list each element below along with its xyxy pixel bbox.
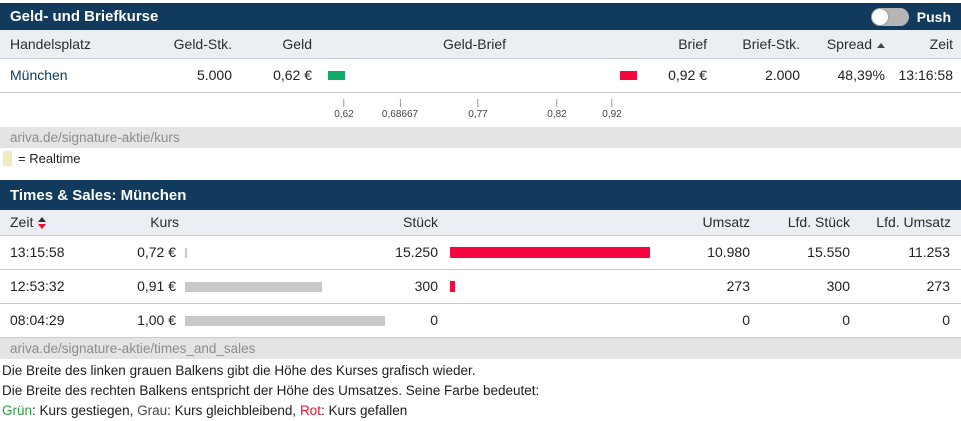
spread-value: 48,39%: [837, 67, 885, 83]
realtime-label: = Realtime: [18, 150, 81, 166]
bid-ask-source-bar: ariva.de/signature-aktie/kurs: [0, 127, 961, 148]
top-margin: [0, 0, 961, 3]
umsatz-bar: [450, 247, 650, 258]
axis-tick: 0,68667: [382, 99, 418, 120]
times-sales-source-bar: ariva.de/signature-aktie/times_and_sales: [0, 338, 961, 359]
ask-price-marker: [620, 71, 637, 80]
push-label: Push: [916, 8, 951, 25]
times-sales-header: Times & Sales: München: [0, 180, 961, 210]
trade-lfd-stueck: 0: [842, 312, 850, 328]
trade-lfd-stueck: 15.550: [807, 244, 850, 260]
trade-kurs: 1,00 €: [137, 312, 176, 328]
sort-desc-icon: [38, 224, 47, 230]
geld-stk-value: 5.000: [196, 67, 232, 83]
kurs-bar: [185, 316, 385, 326]
col-brief[interactable]: Brief: [678, 36, 707, 52]
bid-price-marker: [328, 71, 345, 80]
ts-col-lfd-umsatz[interactable]: Lfd. Umsatz: [876, 214, 951, 230]
axis-tick: 0,77: [468, 99, 488, 120]
sort-asc-icon: [877, 42, 885, 48]
col-geld[interactable]: Geld: [282, 36, 312, 52]
ts-col-zeit-label: Zeit: [10, 214, 34, 230]
axis-tick: 0,62: [334, 99, 354, 120]
trade-kurs: 0,72 €: [137, 244, 176, 260]
trade-stueck: 0: [430, 312, 438, 328]
legend-red-label: Rot: [299, 403, 321, 418]
realtime-swatch-icon: [3, 150, 12, 166]
kurs-bar: [185, 248, 187, 258]
col-zeit[interactable]: Zeit: [929, 36, 953, 52]
legend-red-text: : Kurs gefallen: [320, 403, 408, 418]
bid-ask-panel: Geld- und Briefkurse Push Handelsplatz G…: [0, 3, 961, 168]
push-control: Push: [870, 7, 951, 26]
sort-icons: [38, 217, 47, 230]
times-sales-row: 08:04:29 1,00 € 0 0 0 0: [0, 304, 961, 338]
trade-time: 12:53:32: [10, 278, 65, 294]
price-axis: 0,62 0,68667 0,77 0,82 0,92: [0, 93, 961, 127]
ts-col-stueck[interactable]: Stück: [402, 214, 438, 230]
trade-time: 08:04:29: [10, 312, 65, 328]
ts-col-lfd-stueck[interactable]: Lfd. Stück: [787, 214, 850, 230]
bid-ask-row-muenchen: München 5.000 0,62 € 0,92 € 2.000 48,39%…: [0, 59, 961, 93]
sort-asc-icon: [38, 217, 47, 223]
bid-ask-header: Geld- und Briefkurse Push: [0, 3, 961, 30]
trade-umsatz: 273: [726, 278, 750, 294]
push-toggle[interactable]: [870, 7, 909, 26]
ts-col-umsatz[interactable]: Umsatz: [702, 214, 750, 230]
col-spread[interactable]: Spread: [827, 30, 885, 58]
legend-text: Die Breite des linken grauen Balkens gib…: [0, 359, 961, 421]
bid-ask-title: Geld- und Briefkurse: [10, 8, 159, 25]
times-sales-column-header-row: Zeit Kurs Stück Umsatz Lfd. Stück Lfd. U…: [0, 210, 961, 236]
legend-line-3: Grün: Kurs gestiegen, Grau: Kurs gleichb…: [2, 401, 961, 421]
legend-green-text: : Kurs gestiegen,: [32, 403, 138, 418]
times-sales-source-url: ariva.de/signature-aktie/times_and_sales: [10, 341, 256, 356]
zeit-value: 13:16:58: [898, 67, 954, 83]
realtime-legend: = Realtime: [0, 148, 961, 168]
umsatz-bar: [450, 281, 455, 292]
trade-stueck: 300: [414, 278, 438, 294]
trade-umsatz: 10.980: [707, 244, 750, 260]
ts-col-kurs[interactable]: Kurs: [150, 214, 179, 230]
col-geld-stk[interactable]: Geld-Stk.: [173, 36, 232, 52]
legend-gray-text: : Kurs gleichbleibend,: [167, 403, 300, 418]
brief-value: 0,92 €: [668, 67, 707, 83]
trade-lfd-umsatz: 273: [926, 278, 950, 294]
bid-ask-column-header-row: Handelsplatz Geld-Stk. Geld Geld-Brief B…: [0, 30, 961, 59]
axis-tick: 0,82: [547, 99, 567, 120]
times-sales-title: Times & Sales: München: [10, 186, 187, 204]
geld-value: 0,62 €: [273, 67, 312, 83]
trade-umsatz: 0: [742, 312, 750, 328]
legend-line-1: Die Breite des linken grauen Balkens gib…: [2, 363, 476, 378]
trade-time: 13:15:58: [10, 244, 65, 260]
axis-tick: 0,92: [602, 99, 622, 120]
trade-lfd-umsatz: 0: [942, 312, 950, 328]
legend-gray-label: Grau: [137, 403, 168, 418]
section-gap: [0, 168, 961, 180]
trade-stueck: 15.250: [395, 244, 438, 260]
col-handelsplatz[interactable]: Handelsplatz: [10, 36, 91, 52]
times-sales-rows: 13:15:58 0,72 € 15.250 10.980 15.550 11.…: [0, 236, 961, 338]
col-spread-label: Spread: [826, 36, 872, 52]
times-sales-row: 12:53:32 0,91 € 300 273 300 273: [0, 270, 961, 304]
times-sales-panel: Times & Sales: München Zeit Kurs Stück U…: [0, 180, 961, 421]
kurs-bar: [185, 282, 322, 292]
legend-line-2: Die Breite des rechten Balkens entsprich…: [2, 383, 540, 398]
toggle-knob-icon: [871, 8, 888, 25]
times-sales-row: 13:15:58 0,72 € 15.250 10.980 15.550 11.…: [0, 236, 961, 270]
handelsplatz-link[interactable]: München: [10, 67, 68, 83]
col-brief-stk[interactable]: Brief-Stk.: [742, 36, 800, 52]
col-geld-brief[interactable]: Geld-Brief: [443, 36, 507, 52]
bid-ask-source-url: ariva.de/signature-aktie/kurs: [10, 130, 180, 145]
trade-lfd-stueck: 300: [826, 278, 850, 294]
trade-lfd-umsatz: 11.253: [908, 244, 950, 260]
brief-stk-value: 2.000: [764, 67, 800, 83]
trade-kurs: 0,91 €: [137, 278, 176, 294]
legend-green-label: Grün: [2, 403, 33, 418]
ts-col-zeit[interactable]: Zeit: [10, 210, 47, 235]
